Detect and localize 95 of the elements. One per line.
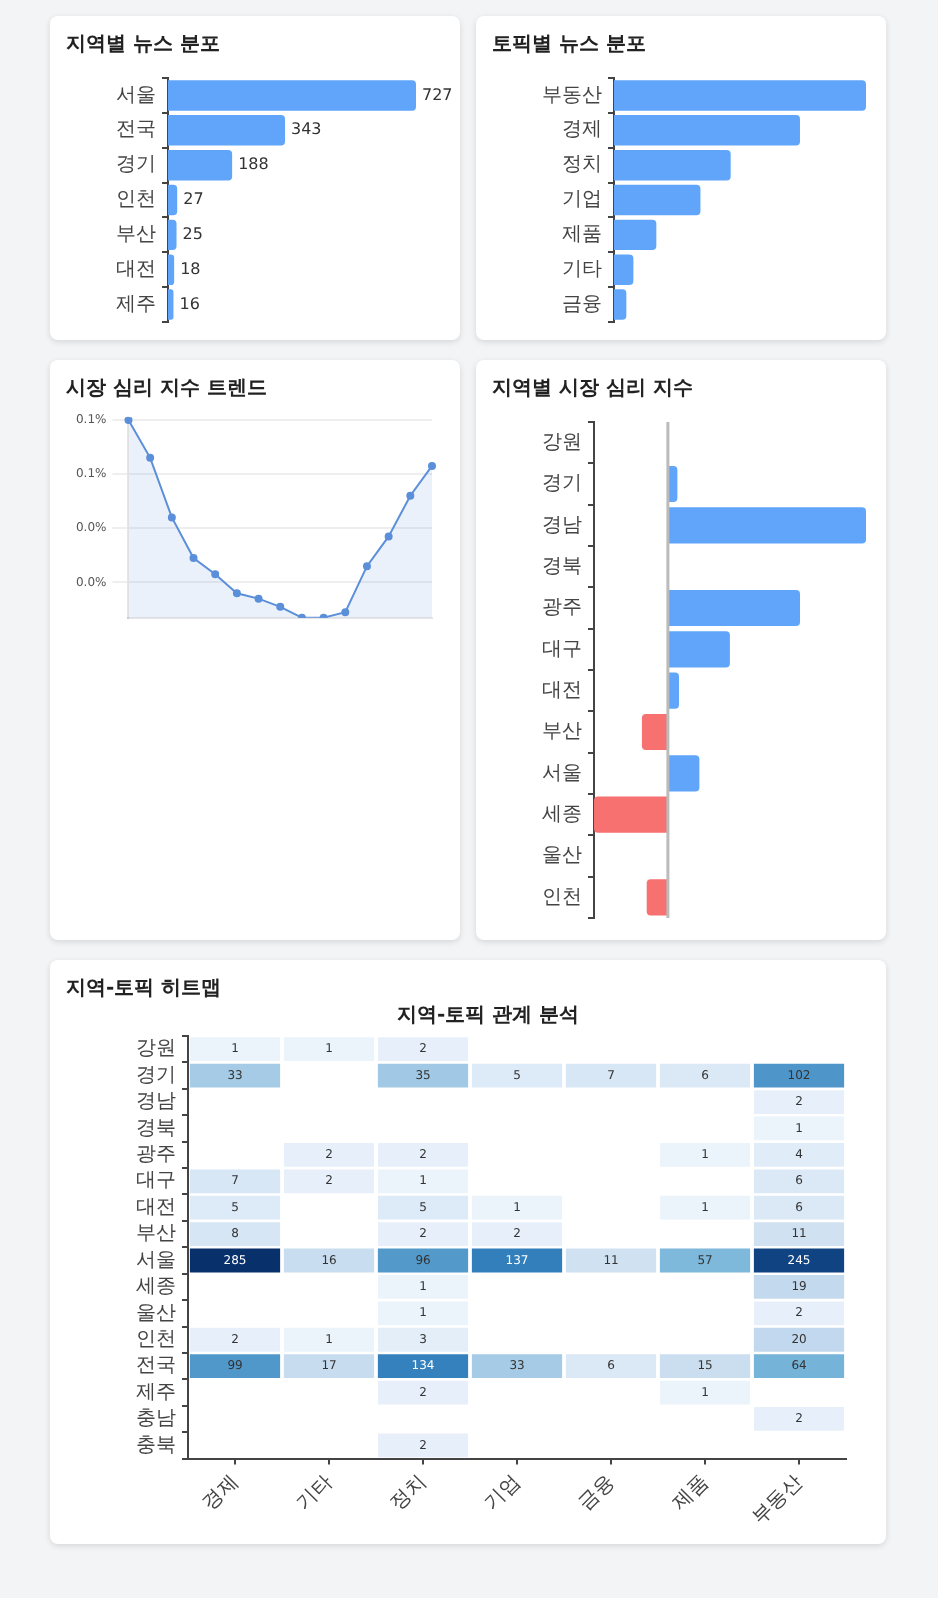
y-tick-label: 대구 — [542, 638, 582, 661]
bar — [168, 149, 233, 181]
chart-title: 지역별 뉴스 분포 — [66, 32, 220, 58]
bar — [614, 184, 701, 216]
y-tick-label: 제주 — [116, 293, 156, 316]
bar — [594, 796, 668, 833]
bar — [667, 631, 730, 668]
y-tick-label: 정치 — [562, 154, 602, 177]
bar — [667, 507, 866, 544]
bar — [667, 755, 700, 792]
bar — [168, 219, 177, 251]
point — [276, 602, 285, 611]
y-tick-label: 전국 — [136, 1355, 176, 1378]
bar — [667, 672, 679, 709]
point — [384, 532, 393, 541]
y-tick-label: 경기 — [542, 473, 582, 496]
point — [211, 570, 220, 579]
chart-title: 시장 심리 지수 트렌드 — [66, 376, 267, 402]
x-tick-label: 정치 — [387, 1471, 431, 1516]
y-tick-label: 대전 — [542, 679, 582, 702]
chart-subtitle: 지역-토픽 관계 분석 — [396, 1005, 580, 1028]
y-tick-label: 경제 — [562, 119, 602, 142]
point — [146, 453, 155, 462]
y-tick-label: 충북 — [136, 1434, 176, 1457]
bar — [614, 219, 657, 251]
y-tick-label: 기업 — [562, 189, 602, 212]
point — [254, 594, 263, 603]
x-tick-label: 기타 — [293, 1471, 337, 1516]
y-tick-label: 부산 — [136, 1223, 176, 1246]
point — [362, 562, 371, 571]
point — [428, 461, 436, 470]
bar — [614, 115, 800, 146]
data-label: 16 — [179, 294, 200, 313]
data-label: 727 — [422, 85, 453, 104]
bar — [168, 289, 174, 320]
bar — [614, 80, 866, 111]
y-tick-label: 경북 — [542, 555, 582, 578]
y-tick-label: 광주 — [136, 1144, 176, 1167]
point — [341, 608, 350, 617]
point — [189, 554, 198, 563]
y-tick-label: 제주 — [136, 1381, 176, 1404]
bar — [641, 713, 668, 751]
bar — [168, 115, 286, 146]
data-label: 25 — [182, 225, 203, 244]
y-tick-label: 경남 — [542, 514, 582, 537]
y-tick-label: 부산 — [116, 224, 156, 247]
y-tick-label: 전국 — [116, 119, 156, 142]
bar — [667, 589, 801, 627]
y-tick-label: 금융 — [562, 293, 602, 316]
y-tick-label: 세종 — [542, 803, 582, 826]
bar — [614, 254, 634, 285]
y-tick-label: 경기 — [116, 154, 156, 177]
bar — [168, 80, 416, 111]
y-tick-label: 경북 — [136, 1117, 176, 1140]
x-tick-label: 제품 — [669, 1471, 713, 1516]
data-label: 27 — [183, 190, 204, 209]
data-label: 18 — [180, 259, 201, 278]
y-tick-label: 강원 — [542, 431, 582, 454]
chart-title: 토픽별 뉴스 분포 — [492, 32, 646, 58]
y-tick-label: 세종 — [136, 1276, 176, 1299]
y-tick-label: 부산 — [542, 721, 582, 744]
y-tick-label: 부동산 — [542, 84, 602, 107]
point — [406, 491, 415, 500]
y-tick-label: 광주 — [542, 597, 582, 620]
y-tick-label: 서울 — [136, 1249, 176, 1272]
bar — [614, 149, 731, 181]
y-tick-label: 충남 — [136, 1408, 176, 1431]
bar — [614, 289, 627, 320]
y-tick-label: 경남 — [136, 1091, 176, 1114]
point — [232, 589, 241, 598]
y-tick-label: 대전 — [136, 1196, 176, 1219]
data-label: 343 — [291, 120, 322, 139]
x-tick-label: 기업 — [481, 1471, 525, 1516]
y-tick-label: 인천 — [136, 1328, 176, 1351]
y-tick-label: 기타 — [562, 258, 602, 281]
chart-title: 지역별 시장 심리 지수 — [492, 376, 693, 402]
y-tick-label: 인천 — [116, 189, 156, 212]
y-tick-label: 인천 — [542, 886, 582, 909]
y-tick-label: 울산 — [136, 1302, 176, 1325]
y-tick-label: 울산 — [542, 845, 582, 868]
y-tick-label: 대구 — [136, 1170, 176, 1193]
data-label: 188 — [238, 155, 269, 174]
chart-title: 지역-토픽 히트맵 — [66, 976, 222, 1002]
y-tick-label: 대전 — [116, 258, 156, 281]
y-tick-label: 경기 — [136, 1064, 176, 1087]
y-tick-label: 서울 — [542, 762, 582, 785]
point — [167, 513, 176, 522]
y-tick-label: 제품 — [562, 224, 602, 247]
y-tick-label: 서울 — [116, 84, 156, 107]
x-tick-label: 경제 — [199, 1471, 243, 1516]
bar — [646, 879, 668, 916]
bar — [168, 184, 178, 216]
y-tick-label: 강원 — [136, 1038, 176, 1061]
bar — [168, 254, 175, 285]
point — [124, 417, 133, 424]
